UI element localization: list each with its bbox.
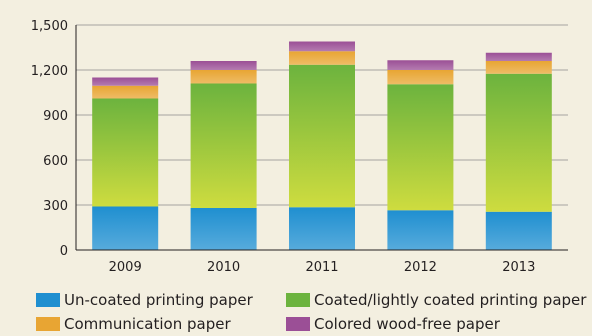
bar-segment (92, 85, 159, 99)
y-tick-label: 0 (60, 244, 68, 259)
bar-segment (485, 61, 552, 74)
plot-area: 0 300 600 900 1,200 1,500 2009 2010 2011 2012 2013 (31, 19, 568, 275)
y-tick-label: 900 (43, 109, 68, 124)
legend-item-uncoated: Un-coated printing paper (36, 290, 286, 310)
x-tick-label: 2009 (109, 260, 142, 275)
bar-segment (289, 207, 355, 250)
legend-label: Coated/lightly coated printing paper (314, 291, 587, 309)
y-tick-label: 1,200 (31, 64, 68, 79)
bar-segment (92, 98, 159, 207)
bar-segment (289, 51, 355, 65)
bar-segment (387, 84, 454, 211)
legend-item-colored: Colored wood-free paper (286, 314, 586, 334)
legend-swatch (286, 293, 310, 307)
bar-segment (92, 77, 159, 86)
bar-segment (190, 70, 257, 84)
legend-item-communication: Communication paper (36, 314, 286, 334)
x-tick-label: 2011 (305, 260, 338, 275)
legend: Un-coated printing paper Coated/lightly … (36, 290, 592, 334)
legend-item-coated: Coated/lightly coated printing paper (286, 290, 586, 310)
legend-swatch (36, 293, 60, 307)
bar-segment (289, 41, 355, 52)
legend-label: Colored wood-free paper (314, 315, 500, 333)
legend-swatch (286, 317, 310, 331)
legend-label: Un-coated printing paper (64, 291, 253, 309)
x-tick-label: 2010 (207, 260, 240, 275)
bar-segment (485, 211, 552, 250)
legend-swatch (36, 317, 60, 331)
bar-segment (387, 70, 454, 85)
x-tick-label: 2012 (404, 260, 437, 275)
bar-segment (485, 73, 552, 212)
y-tick-label: 300 (43, 199, 68, 214)
bar-segment (190, 61, 257, 70)
y-tick-label: 1,500 (31, 19, 68, 34)
bar-segment (190, 208, 257, 250)
legend-label: Communication paper (64, 315, 231, 333)
x-tick-label: 2013 (502, 260, 535, 275)
bar-segment (387, 60, 454, 70)
bar-segment (289, 64, 355, 208)
bar-segment (92, 206, 159, 250)
bar-segment (190, 83, 257, 208)
bar-segment (387, 210, 454, 250)
y-tick-label: 600 (43, 154, 68, 169)
bar-segment (485, 52, 552, 61)
